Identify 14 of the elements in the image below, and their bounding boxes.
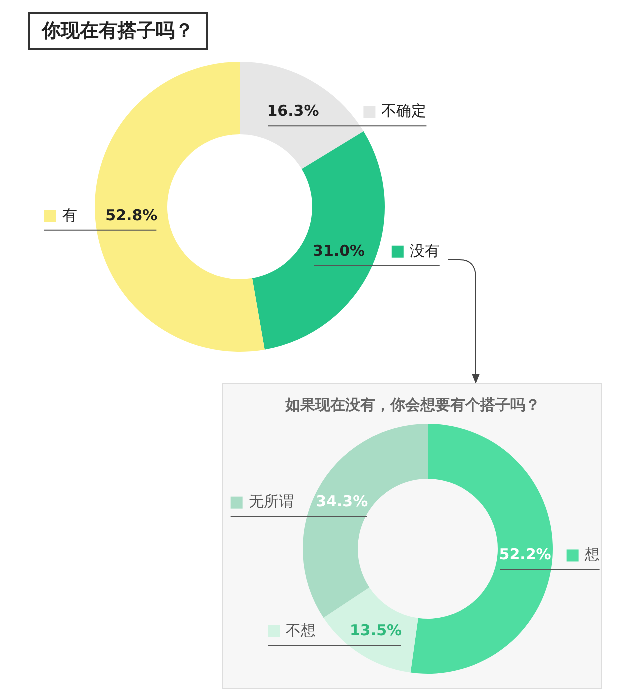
legend-label: 不确定 bbox=[382, 102, 427, 120]
data-label: 34.3% bbox=[316, 492, 368, 511]
text: 如果现在没有，你会想要有个搭子吗？ bbox=[284, 396, 542, 415]
chart-title: 你现在有搭子吗？ bbox=[28, 12, 208, 50]
data-label: 31.0% bbox=[313, 242, 366, 260]
legend-label: 不想 bbox=[286, 621, 316, 640]
data-label: 16.3% bbox=[267, 102, 320, 120]
legend-label: 有 bbox=[62, 206, 78, 224]
legend-label: 没有 bbox=[410, 242, 440, 260]
data-label: 52.8% bbox=[106, 206, 158, 224]
legend-label: 想 bbox=[584, 546, 600, 564]
data-label: 52.2% bbox=[499, 546, 552, 564]
legend-label: 无所谓 bbox=[248, 492, 294, 511]
data-label: 13.5% bbox=[350, 621, 402, 640]
